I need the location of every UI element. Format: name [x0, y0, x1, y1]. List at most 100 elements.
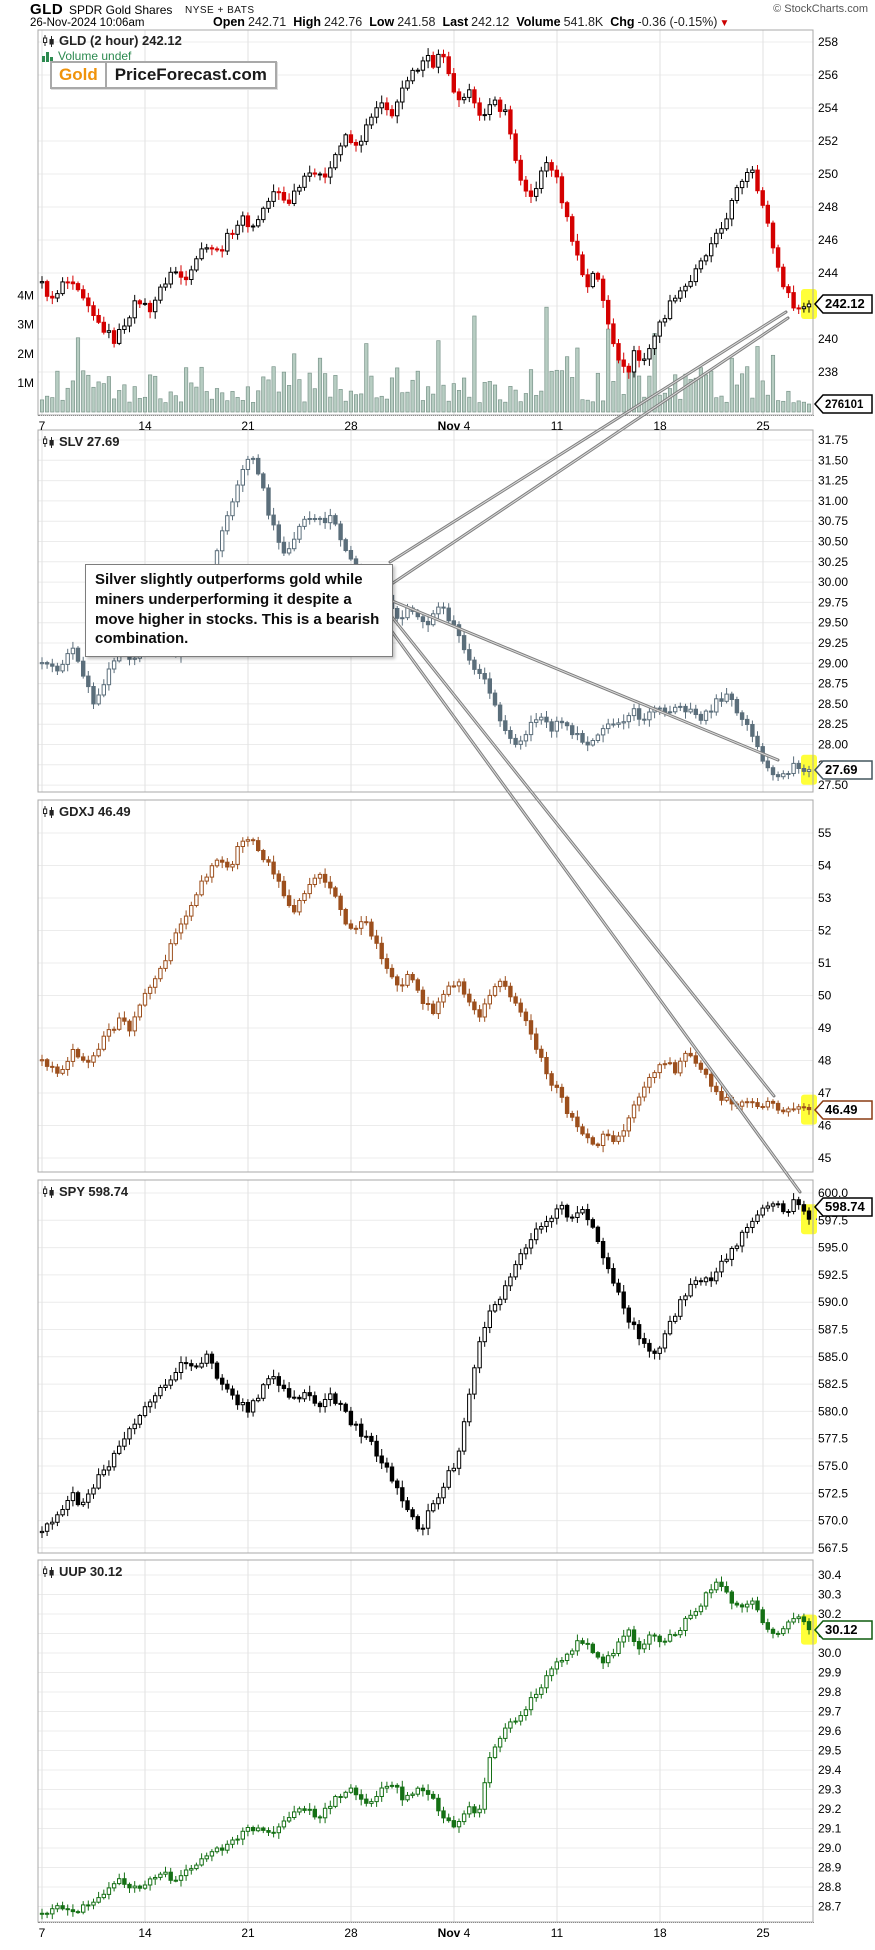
candle	[503, 109, 508, 113]
candle	[245, 458, 251, 470]
candle	[106, 1029, 112, 1037]
candlestick-icon	[43, 1185, 54, 1198]
candle	[590, 272, 595, 288]
candle	[709, 1277, 714, 1282]
candle	[70, 281, 76, 285]
candle	[667, 300, 673, 320]
candle	[801, 1106, 807, 1109]
candle	[600, 1241, 606, 1259]
candle	[168, 271, 173, 285]
candle	[441, 993, 446, 1003]
axis-tick-label: 248	[818, 200, 838, 214]
candle	[75, 1049, 81, 1058]
axis-tick-label: 597.5	[818, 1213, 848, 1227]
candle	[431, 1793, 436, 1799]
candle	[400, 984, 405, 987]
candle	[405, 607, 410, 619]
candle	[189, 269, 194, 280]
volume-bar	[142, 396, 148, 413]
volume-bar	[292, 353, 297, 413]
price-tag-text: 276101	[825, 399, 864, 411]
candle	[642, 1643, 647, 1650]
candle	[750, 1600, 755, 1605]
candle	[801, 1204, 807, 1212]
candle	[245, 1402, 251, 1413]
candle	[451, 1820, 457, 1828]
candle	[400, 87, 405, 103]
candle	[276, 191, 282, 194]
candle	[225, 515, 230, 532]
candle	[806, 1621, 812, 1631]
logo-gold-text: Gold	[52, 63, 107, 87]
volume-bar	[261, 376, 266, 413]
candle	[709, 243, 714, 257]
volume-bar	[389, 377, 395, 413]
candle	[508, 985, 513, 998]
candle	[122, 325, 127, 330]
candle	[724, 693, 729, 702]
candle	[96, 1048, 101, 1057]
candle	[44, 1523, 50, 1532]
candle	[214, 248, 220, 251]
candle	[734, 1103, 740, 1107]
volume-bar	[122, 384, 127, 413]
candle	[410, 974, 415, 981]
candle	[652, 335, 657, 350]
candle	[683, 1617, 688, 1632]
candle	[528, 721, 534, 736]
candle	[775, 774, 781, 778]
candle	[328, 1393, 333, 1401]
candle	[39, 1912, 45, 1915]
axis-tick-label: 29.50	[818, 616, 848, 630]
candle	[122, 1878, 127, 1885]
candle	[415, 610, 421, 618]
volume-bar	[806, 403, 812, 413]
candle	[39, 1530, 45, 1534]
axis-tick-label: 240	[818, 332, 838, 346]
candle	[348, 550, 354, 560]
volume-bar	[384, 398, 389, 413]
volume-bar	[364, 343, 369, 413]
axis-tick-label: 582.5	[818, 1377, 848, 1391]
candle	[781, 266, 786, 288]
candle	[348, 1410, 354, 1426]
candle	[158, 1387, 163, 1397]
panel-label-gdxj: GDXJ 46.49	[42, 804, 131, 819]
candle	[410, 1793, 415, 1796]
candle	[250, 1400, 256, 1413]
candle	[374, 935, 379, 944]
logo-site-text: PriceForecast.com	[114, 65, 267, 84]
axis-tick-label: 570.0	[818, 1514, 848, 1528]
panel-label-text: GDXJ 46.49	[59, 804, 131, 819]
candle	[472, 659, 477, 670]
candle	[750, 169, 755, 174]
volume-bar	[415, 370, 420, 413]
candle	[616, 1641, 621, 1654]
candle	[786, 286, 791, 294]
axis-tick-label: 567.5	[818, 1541, 848, 1555]
candle	[364, 1798, 369, 1804]
candle	[173, 1879, 179, 1882]
candle	[307, 518, 312, 520]
candle	[570, 1650, 575, 1655]
candle	[199, 1362, 204, 1368]
candle	[616, 1282, 621, 1293]
panel-gdxj: 55 54 53 52 51 50 49 48 47 46 45 46.49	[37, 799, 873, 1173]
candle	[626, 1117, 631, 1132]
candle	[729, 693, 734, 700]
candle	[739, 1604, 745, 1608]
candle	[240, 1830, 246, 1840]
candle	[611, 1653, 616, 1657]
candle	[425, 55, 431, 62]
candle	[683, 285, 688, 292]
axis-tick-label: 27.50	[818, 778, 848, 792]
candle	[539, 1687, 544, 1695]
panel-label-text: SPY 598.74	[59, 1184, 129, 1199]
quote-item: Open 242.71	[213, 15, 287, 29]
candle	[431, 613, 436, 626]
candle	[292, 1396, 297, 1399]
candle	[117, 1445, 122, 1454]
candle	[101, 1893, 106, 1899]
candle	[240, 840, 246, 848]
candle	[508, 1721, 513, 1729]
